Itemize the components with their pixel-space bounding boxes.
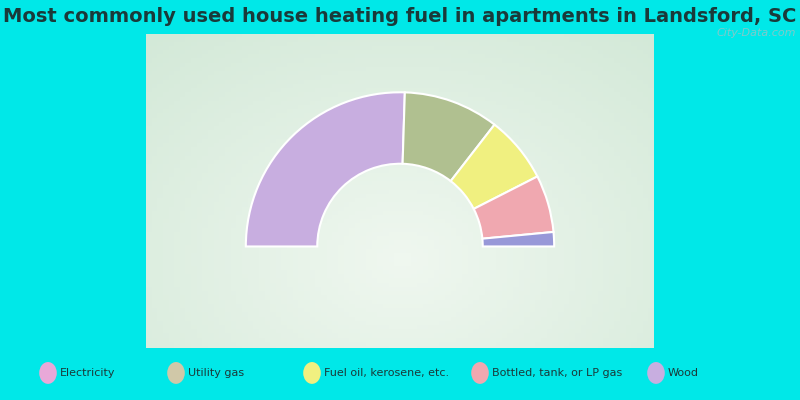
Wedge shape <box>474 176 554 239</box>
Wedge shape <box>450 125 538 209</box>
Text: Electricity: Electricity <box>60 368 115 378</box>
Wedge shape <box>482 232 554 246</box>
Wedge shape <box>246 92 405 246</box>
Text: Most commonly used house heating fuel in apartments in Landsford, SC: Most commonly used house heating fuel in… <box>3 8 797 26</box>
Ellipse shape <box>647 362 665 384</box>
Wedge shape <box>402 92 494 181</box>
Text: Wood: Wood <box>668 368 699 378</box>
Ellipse shape <box>167 362 185 384</box>
Ellipse shape <box>471 362 489 384</box>
Text: City-Data.com: City-Data.com <box>717 28 796 38</box>
Text: Utility gas: Utility gas <box>188 368 244 378</box>
Ellipse shape <box>303 362 321 384</box>
Text: Fuel oil, kerosene, etc.: Fuel oil, kerosene, etc. <box>324 368 449 378</box>
Text: Bottled, tank, or LP gas: Bottled, tank, or LP gas <box>492 368 622 378</box>
Ellipse shape <box>39 362 57 384</box>
